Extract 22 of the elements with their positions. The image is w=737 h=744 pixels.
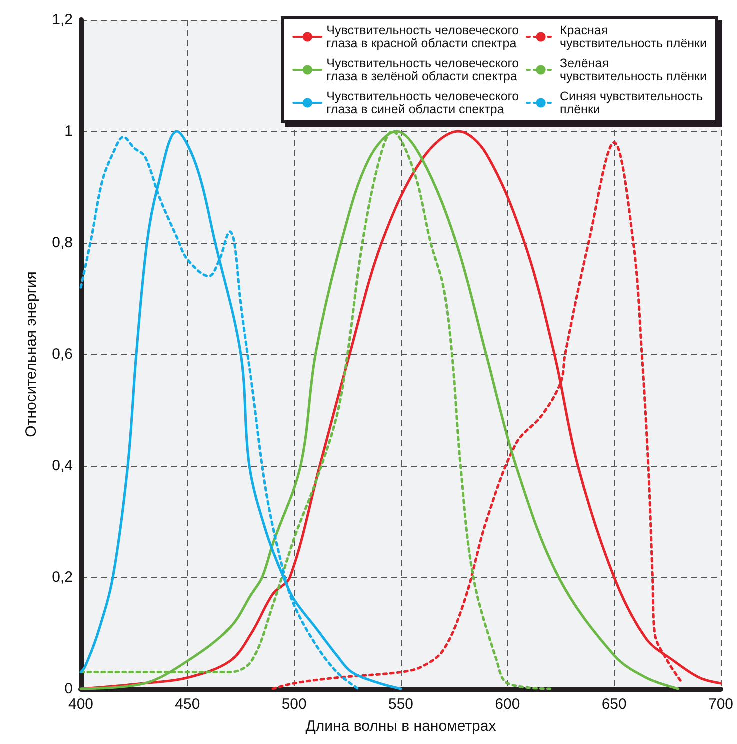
x-tick-label: 550 [388,696,414,713]
legend-label: Чувствительность человеческого глаза в зелёной области спектра [326,56,520,84]
y-tick-label: 0,6 [52,346,73,363]
legend-label: Чувствительность человеческого глаза в синей области спектра [326,90,520,116]
legend-label: Красная чувствительность плёнки [560,24,708,50]
legend-label: Синяя чувствительность плёнки [560,90,704,116]
y-tick-label: 1 [64,123,73,140]
x-tick-label: 650 [602,696,627,713]
y-tick-label: 0,8 [52,234,73,252]
legend-label: Зелёная чувствительность плёнки [560,56,708,84]
x-tick-label: 700 [708,696,734,713]
x-tick-label: 500 [282,696,307,713]
x-tick-label: 600 [495,696,520,713]
y-tick-label: 1,2 [52,12,73,28]
y-tick-label: 0,4 [52,458,73,474]
x-tick-label: 450 [175,696,200,713]
y-axis-title: Относительная энергия [23,272,40,438]
y-tick-label: 0 [64,680,73,698]
x-tick-label: 400 [68,696,94,713]
legend-label: Чувствительность человеческого глаза в красной области спектра [326,24,520,50]
x-axis-title: Длина волны в нанометрах [306,718,497,735]
y-tick-label: 0,2 [52,569,73,586]
